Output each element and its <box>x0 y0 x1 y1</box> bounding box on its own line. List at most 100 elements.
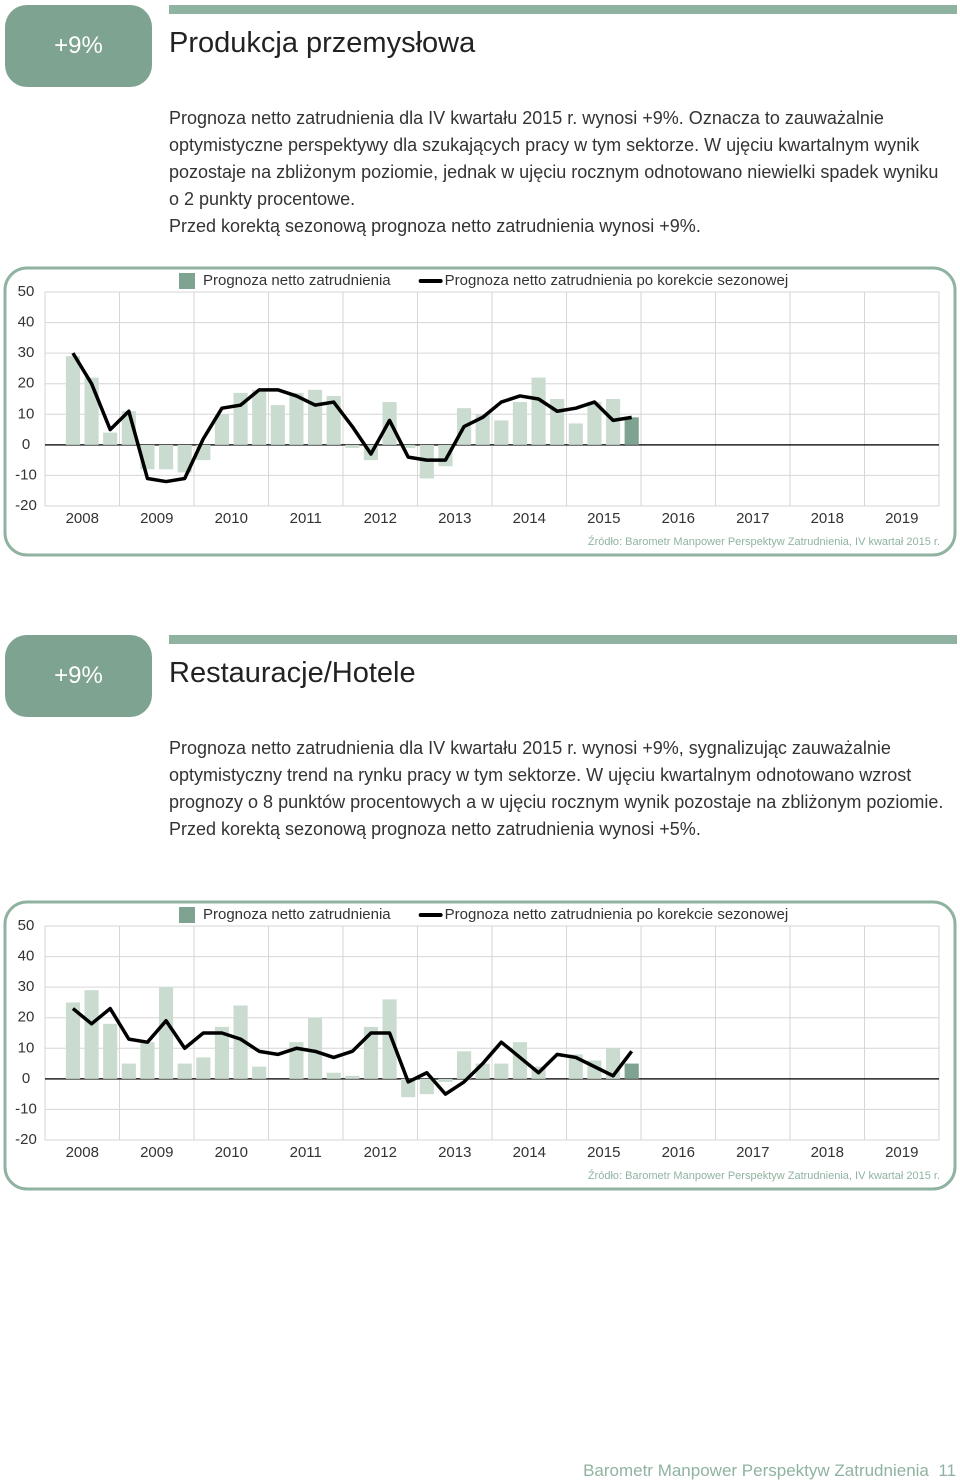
badge: +9% <box>5 635 152 717</box>
bar <box>65 1002 81 1079</box>
x-tick-label: 2017 <box>736 1144 769 1161</box>
paragraph: Prognoza netto zatrudnienia dla IV kwart… <box>169 738 944 812</box>
bar <box>345 444 360 448</box>
x-tick-label: 2013 <box>438 1144 471 1161</box>
bar <box>214 1026 230 1079</box>
bar <box>401 444 416 448</box>
y-tick-label: 10 <box>18 1039 35 1056</box>
bar <box>84 990 99 1079</box>
bar <box>307 389 323 445</box>
bar <box>289 1042 304 1079</box>
y-tick-label: -10 <box>15 1100 37 1117</box>
footer-text: Barometr Manpower Perspektyw Zatrudnieni… <box>583 1461 929 1480</box>
y-tick-label: -20 <box>15 497 37 514</box>
x-tick-label: 2014 <box>513 1144 546 1161</box>
x-tick-label: 2010 <box>215 510 248 527</box>
bar <box>624 417 639 445</box>
x-tick-label: 2014 <box>513 510 546 527</box>
x-tick-label: 2008 <box>66 510 99 527</box>
bar <box>307 1017 323 1079</box>
x-tick-label: 2011 <box>290 1144 322 1161</box>
bar <box>456 1051 472 1079</box>
section-title: Produkcja przemysłowa <box>169 27 476 59</box>
y-tick-label: 40 <box>18 314 35 331</box>
bar <box>252 389 267 445</box>
y-tick-label: -10 <box>15 466 37 483</box>
y-tick-label: -20 <box>15 1131 37 1148</box>
bar <box>345 1075 360 1079</box>
x-tick-label: 2016 <box>662 1144 695 1161</box>
x-tick-label: 2017 <box>736 510 769 527</box>
page-number: 11 <box>938 1461 956 1480</box>
y-tick-label: 0 <box>22 1070 30 1087</box>
x-tick-label: 2019 <box>885 510 918 527</box>
legend-swatch <box>179 273 195 289</box>
legend-label: Prognoza netto zatrudnienia <box>203 272 391 289</box>
x-tick-label: 2012 <box>364 510 397 527</box>
x-tick-label: 2019 <box>885 1144 918 1161</box>
bar <box>438 1078 453 1082</box>
y-tick-label: 0 <box>22 436 30 453</box>
legend-label: Prognoza netto zatrudnienia <box>203 906 391 923</box>
bar <box>494 1063 509 1079</box>
bar <box>177 444 192 473</box>
bar <box>550 399 565 445</box>
bar <box>568 423 583 445</box>
legend-label: Prognoza netto zatrudnienia po korekcie … <box>445 272 789 289</box>
bar <box>158 444 174 470</box>
x-tick-label: 2015 <box>587 510 620 527</box>
source-note: Źródło: Barometr Manpower Perspektyw Zat… <box>588 535 940 548</box>
bar <box>233 1005 248 1079</box>
bar <box>103 432 118 445</box>
y-tick-label: 50 <box>18 917 35 934</box>
chart-frame <box>3 266 957 557</box>
bar <box>382 999 397 1079</box>
x-tick-label: 2011 <box>290 510 322 527</box>
bar <box>252 1066 267 1079</box>
x-tick-label: 2018 <box>811 510 844 527</box>
legend-swatch <box>179 907 195 923</box>
paragraph: Przed korektą sezonową prognoza netto za… <box>169 216 701 236</box>
x-tick-label: 2009 <box>140 1144 173 1161</box>
bar <box>363 1026 379 1079</box>
y-tick-label: 30 <box>18 978 35 995</box>
bar <box>587 402 602 445</box>
y-tick-label: 50 <box>18 283 35 300</box>
bar <box>214 414 230 445</box>
section-text: Prognoza netto zatrudnienia dla IV kwart… <box>169 105 949 240</box>
bar <box>326 1072 341 1079</box>
x-tick-label: 2009 <box>140 510 173 527</box>
y-tick-label: 10 <box>18 405 35 422</box>
bar <box>512 1042 528 1079</box>
section-text: Prognoza netto zatrudnienia dla IV kwart… <box>169 735 949 843</box>
bar <box>196 1057 211 1079</box>
footer: Barometr Manpower Perspektyw Zatrudnieni… <box>583 1461 956 1481</box>
bar <box>494 420 509 445</box>
line <box>71 1006 634 1096</box>
header-bar <box>169 5 957 14</box>
bar <box>121 1063 136 1079</box>
bar <box>289 392 304 445</box>
bar <box>419 1078 434 1095</box>
bar <box>140 1042 155 1079</box>
bar <box>475 414 490 445</box>
chart-frame <box>3 900 957 1191</box>
bar <box>158 987 174 1079</box>
bar <box>177 1063 192 1079</box>
bar <box>512 402 528 445</box>
x-tick-label: 2010 <box>215 1144 248 1161</box>
y-tick-label: 20 <box>18 1009 35 1026</box>
section-title: Restauracje/Hotele <box>169 657 416 689</box>
y-tick-label: 20 <box>18 375 35 392</box>
legend-label: Prognoza netto zatrudnienia po korekcie … <box>445 906 789 923</box>
bar <box>531 377 546 445</box>
paragraph: Przed korektą sezonową prognoza netto za… <box>169 819 701 839</box>
x-tick-label: 2018 <box>811 1144 844 1161</box>
paragraph: Prognoza netto zatrudnienia dla IV kwart… <box>169 108 939 209</box>
badge: +9% <box>5 5 152 87</box>
y-tick-label: 40 <box>18 948 35 965</box>
x-tick-label: 2013 <box>438 510 471 527</box>
bar <box>65 356 81 445</box>
